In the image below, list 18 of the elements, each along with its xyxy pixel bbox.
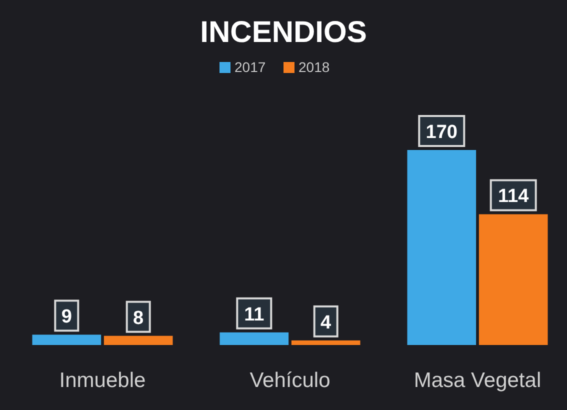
legend-label: 2017 [234, 59, 266, 75]
data-label: 114 [498, 186, 530, 208]
data-label: 170 [426, 122, 458, 143]
chart-title: INCENDIOS [200, 16, 367, 49]
bar [291, 340, 360, 345]
bar [32, 334, 102, 345]
x-tick-label: Vehículo [250, 369, 330, 392]
legend-label: 2018 [298, 59, 330, 75]
bar [407, 150, 476, 345]
data-label: 9 [61, 306, 72, 328]
data-label: 11 [244, 304, 265, 326]
bar [104, 336, 173, 345]
x-tick-label: Inmueble [59, 369, 146, 392]
bar [478, 214, 548, 345]
data-label: 8 [133, 308, 144, 329]
data-label: 4 [320, 312, 332, 334]
bar [220, 332, 289, 345]
x-tick-label: Masa Vegetal [414, 369, 542, 392]
